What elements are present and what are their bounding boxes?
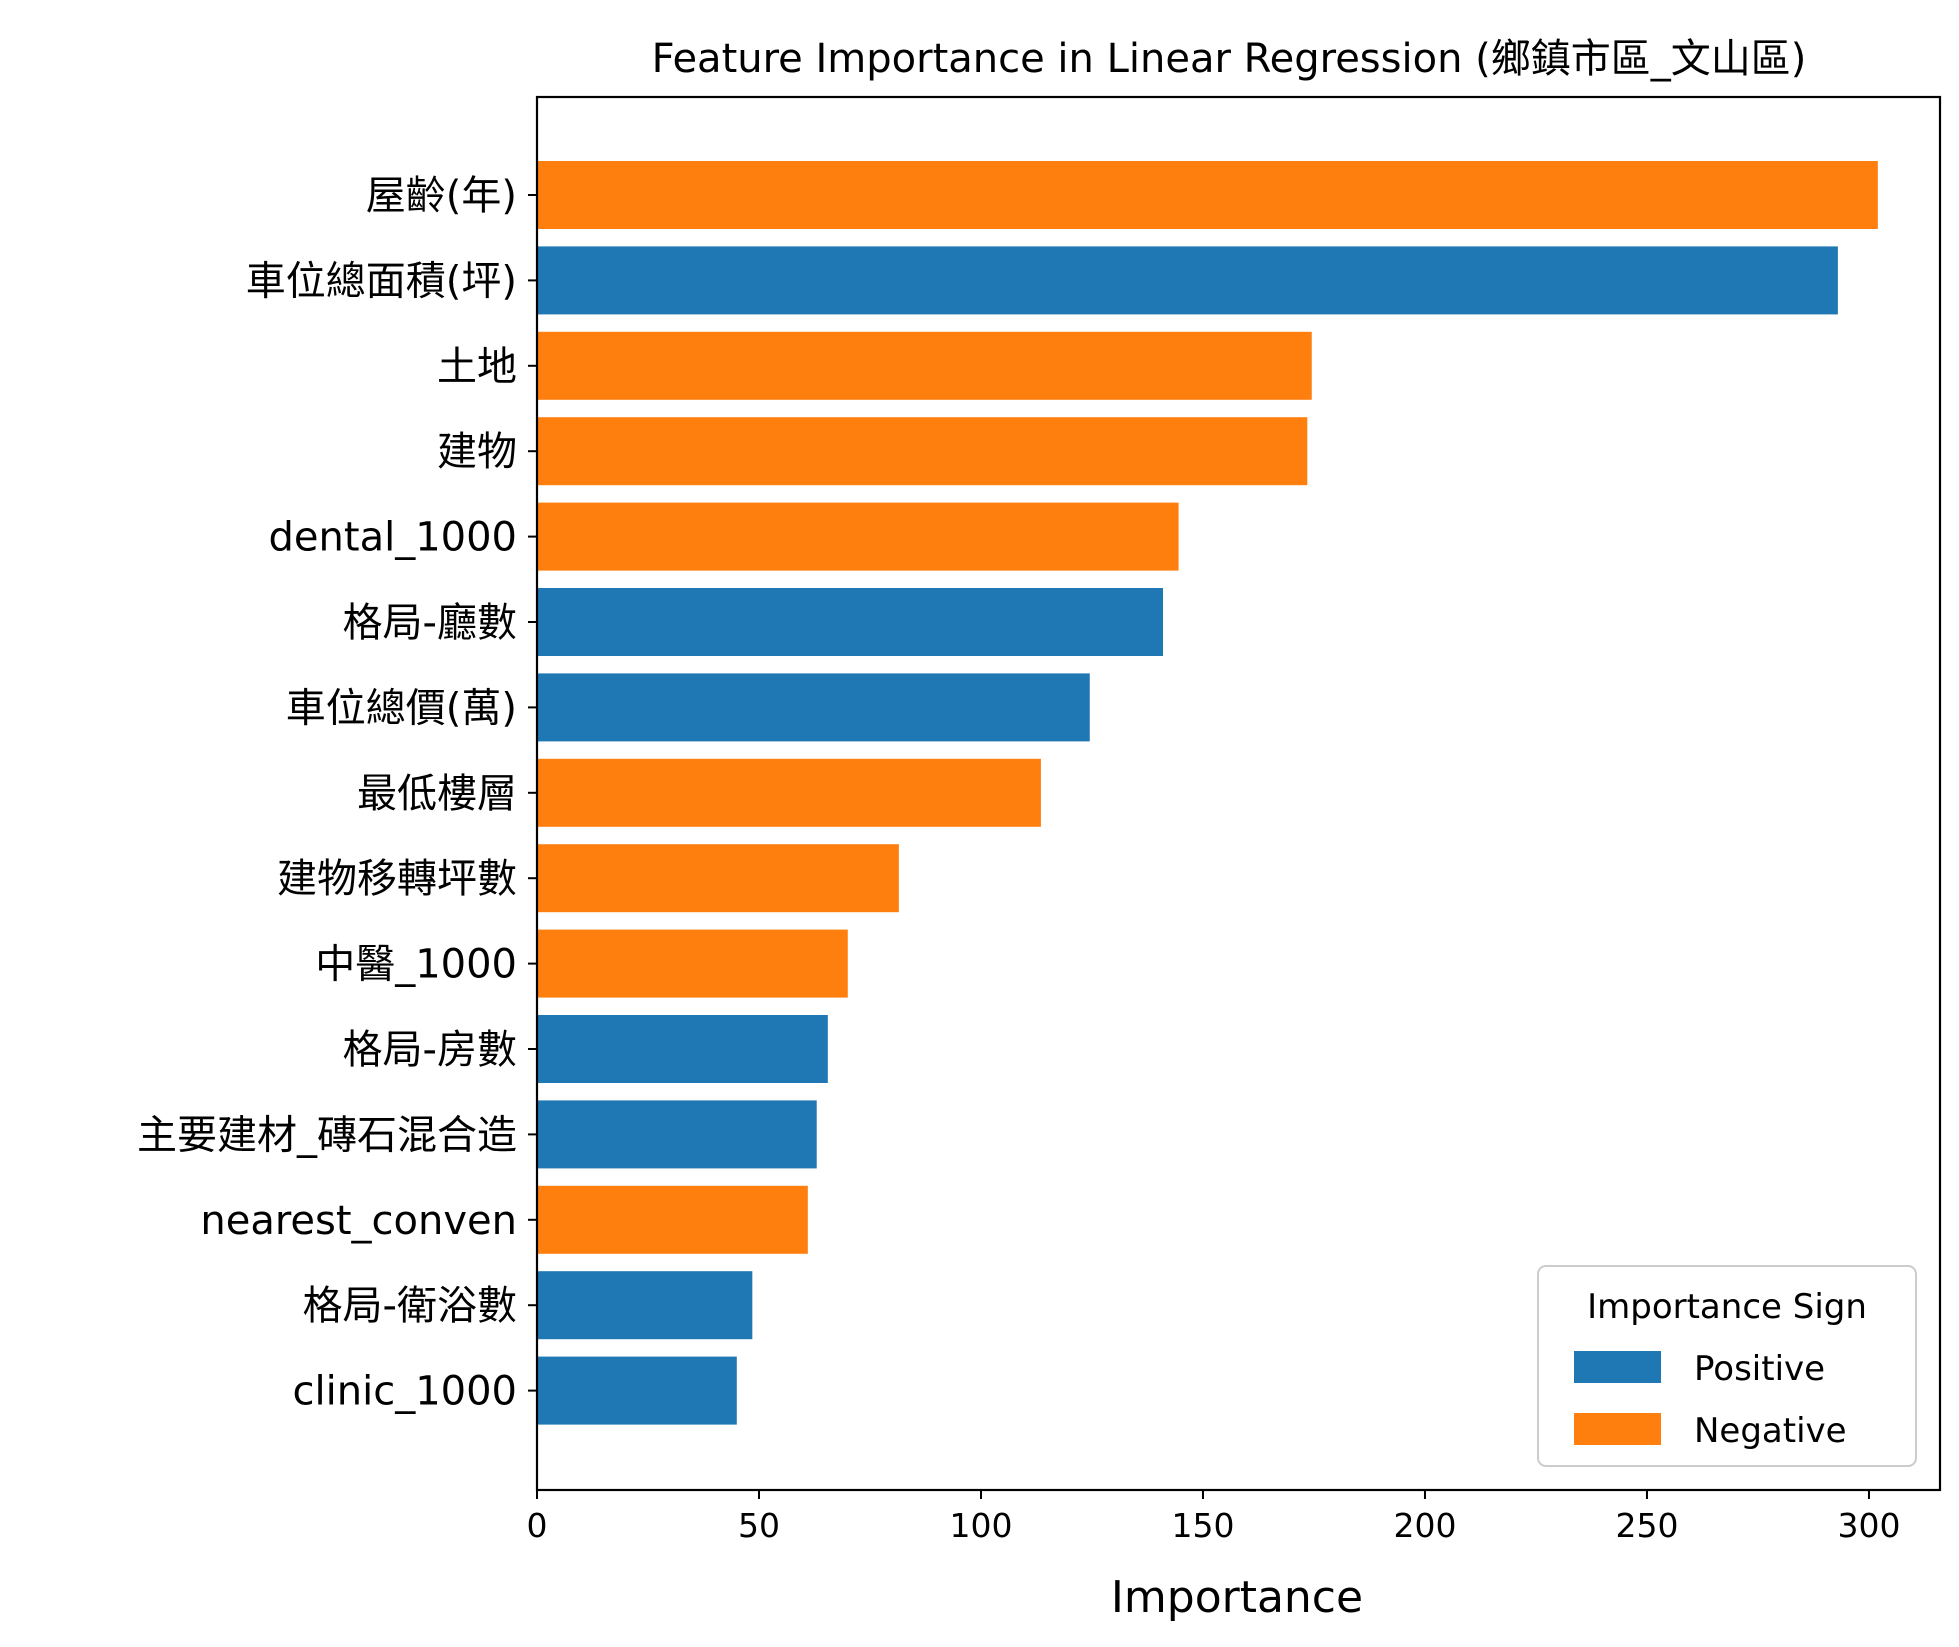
bar-6 [537, 673, 1090, 742]
x-tick-label: 100 [949, 1506, 1012, 1545]
bar-14 [537, 1356, 737, 1425]
y-tick-label: 最低樓層 [357, 771, 517, 817]
x-tick-label: 250 [1615, 1506, 1678, 1545]
x-tick-label: 0 [527, 1506, 548, 1545]
bar-10 [537, 1015, 828, 1083]
chart-title: Feature Importance in Linear Regression … [652, 36, 1807, 82]
x-tick-label: 50 [738, 1506, 780, 1545]
x-tick-label: 300 [1837, 1506, 1900, 1545]
y-tick-label: 格局-衛浴數 [303, 1283, 517, 1329]
bar-5 [537, 588, 1164, 656]
legend-swatch-positive [1574, 1351, 1661, 1383]
y-tick-label: 格局-廳數 [343, 600, 517, 646]
bar-2 [537, 331, 1312, 400]
bar-9 [537, 929, 848, 998]
bar-13 [537, 1271, 753, 1340]
legend-label-negative: Negative [1694, 1411, 1847, 1451]
bar-1 [537, 246, 1838, 315]
x-axis-ticks: 0 50 100 150 200 250 300 [527, 1490, 1900, 1545]
bars-group [537, 161, 1878, 1425]
y-tick-label: nearest_conven [200, 1198, 517, 1244]
y-tick-label: 中醫_1000 [315, 942, 517, 988]
bar-0 [537, 161, 1878, 229]
bar-3 [537, 417, 1308, 486]
legend-label-positive: Positive [1694, 1349, 1825, 1389]
legend-swatch-negative [1574, 1413, 1661, 1445]
legend-title: Importance Sign [1587, 1287, 1867, 1327]
y-tick-label: 車位總價(萬) [286, 685, 517, 731]
bar-4 [537, 502, 1179, 571]
x-tick-label: 200 [1393, 1506, 1456, 1545]
y-tick-label: 格局-房數 [343, 1027, 517, 1073]
y-tick-label: 土地 [437, 344, 517, 390]
bar-8 [537, 844, 899, 913]
bar-11 [537, 1100, 817, 1169]
bar-7 [537, 758, 1041, 827]
legend: Importance Sign Positive Negative [1537, 1265, 1917, 1467]
y-tick-label: 建物移轉坪數 [277, 856, 517, 902]
y-tick-label: 車位總面積(坪) [246, 258, 517, 304]
y-tick-label: clinic_1000 [293, 1369, 517, 1415]
y-tick-label: 主要建材_磚石混合造 [137, 1112, 517, 1158]
y-tick-label: 建物 [437, 429, 517, 475]
y-tick-label: 屋齡(年) [366, 173, 517, 219]
x-axis-label: Importance [1111, 1572, 1363, 1623]
axes-frame [535, 95, 1942, 1492]
x-tick-label: 150 [1171, 1506, 1234, 1545]
y-tick-label: dental_1000 [269, 515, 517, 561]
bar-12 [537, 1185, 808, 1254]
